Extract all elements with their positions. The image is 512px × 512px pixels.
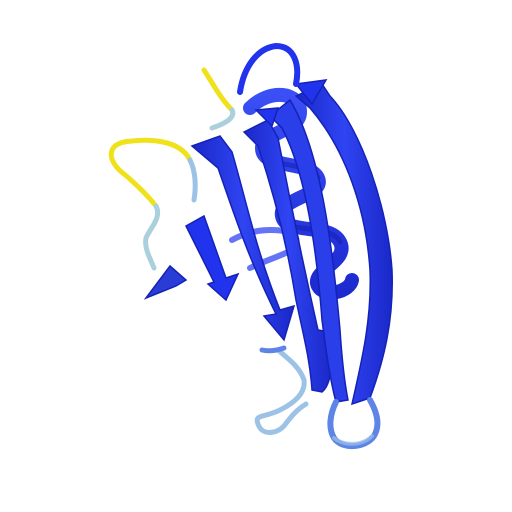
left-loop-yellow (108, 137, 193, 209)
top-right-arrowhead (294, 79, 328, 106)
top-middle-arrowhead (254, 107, 280, 128)
beta-strand-3 (242, 119, 334, 393)
bottom-loop-left (254, 347, 309, 435)
n-terminal-tail (201, 67, 235, 113)
left-arrowhead (143, 264, 188, 300)
bottom-loop-left-blue (259, 345, 287, 354)
bottom-loop-right-pale (332, 434, 374, 446)
beta-strand-2 (190, 135, 296, 342)
bottom-loop-right (327, 397, 381, 449)
beta-strand-1 (185, 214, 240, 302)
beta-strand-4 (268, 98, 349, 403)
left-loop-pale (143, 203, 161, 271)
top-loop (237, 42, 301, 95)
n-terminal-loop-pale (209, 107, 236, 131)
left-loop-connector (187, 157, 198, 203)
